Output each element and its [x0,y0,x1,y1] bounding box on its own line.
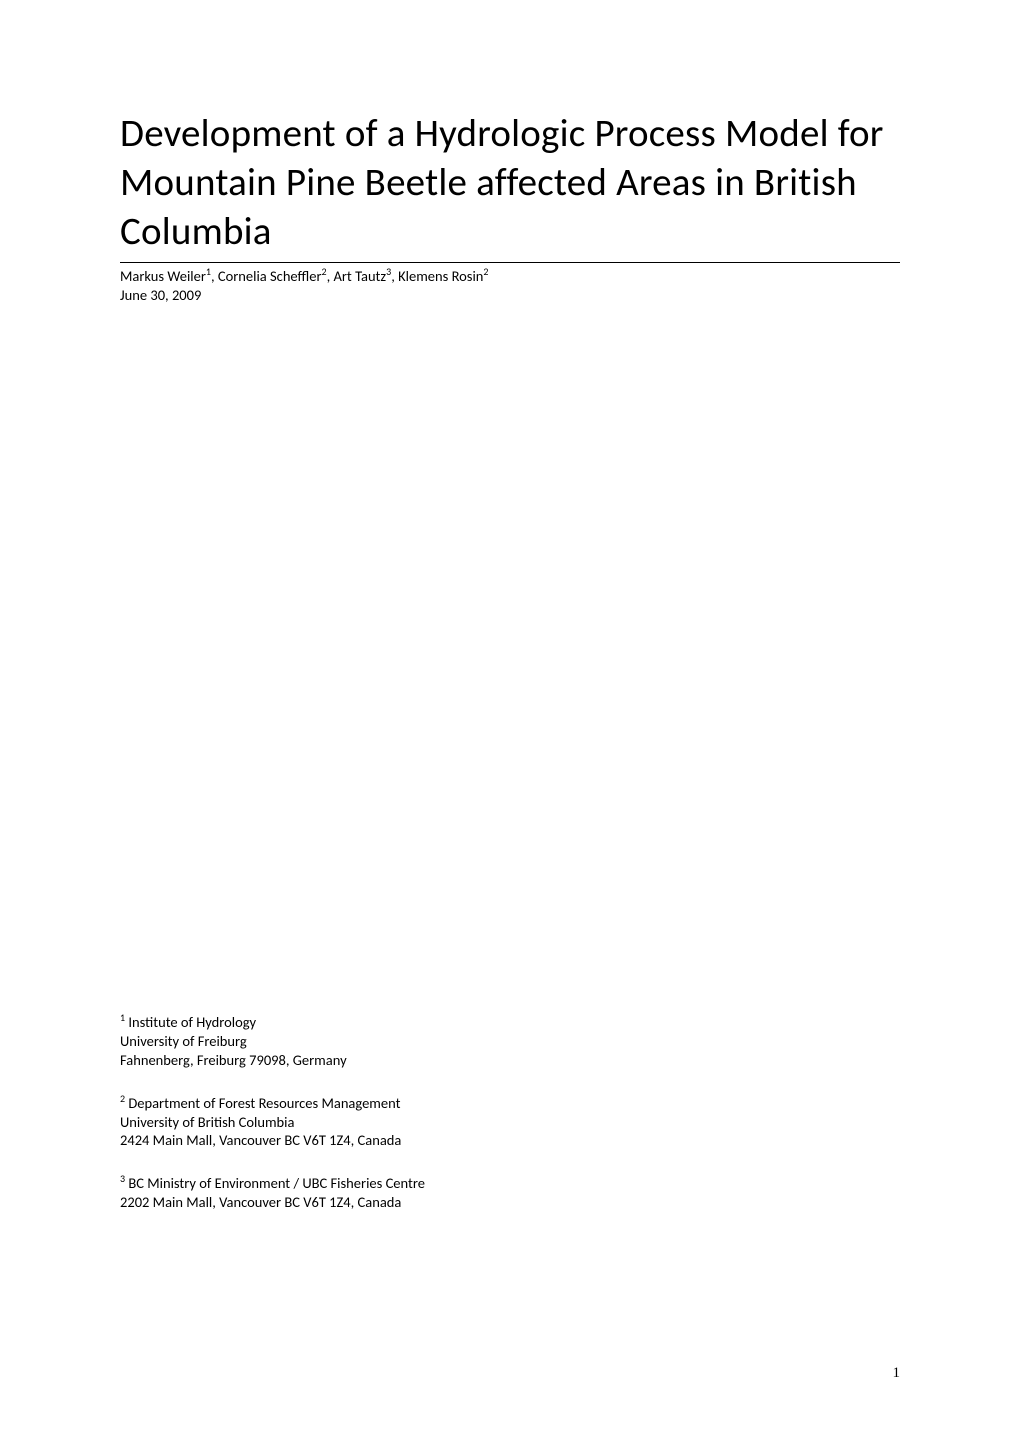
title-line-1: Development of a Hydrologic Process Mode… [120,110,884,157]
document-title: Development of a Hydrologic Process Mode… [120,110,900,256]
authors-line: Markus Weiler1, Cornelia Scheffler2, Art… [120,267,900,286]
author-1-sep: , [211,267,218,285]
title-underline-rule [120,262,900,263]
author-4-name: Klemens Rosin [398,267,483,285]
affiliation-1-sup: 1 [120,1011,125,1024]
affiliation-3-line-1: BC Ministry of Environment / UBC Fisheri… [128,1174,425,1192]
affiliation-2-line-1: Department of Forest Resources Managemen… [128,1094,400,1112]
affiliation-2: 2 Department of Forest Resources Managem… [120,1094,720,1151]
affiliation-2-line-3: 2424 Main Mall, Vancouver BC V6T 1Z4, Ca… [120,1131,401,1149]
affiliation-1: 1 Institute of Hydrology University of F… [120,1013,720,1070]
affiliation-3-sup: 3 [120,1172,125,1185]
author-3-name: Art Tautz [333,267,386,285]
affiliations-block: 1 Institute of Hydrology University of F… [120,1013,720,1212]
title-line-3: Columbia [120,208,272,255]
affiliation-1-line-2: University of Freiburg [120,1032,247,1050]
page: Development of a Hydrologic Process Mode… [0,0,1020,1442]
author-2-name: Cornelia Scheffler [218,267,322,285]
affiliation-3: 3 BC Ministry of Environment / UBC Fishe… [120,1174,720,1212]
affiliation-2-sup: 2 [120,1092,125,1105]
title-line-2: Mountain Pine Beetle affected Areas in B… [120,159,857,206]
page-number: 1 [893,1365,901,1382]
affiliation-1-line-1: Institute of Hydrology [128,1013,256,1031]
affiliation-1-line-3: Fahnenberg, Freiburg 79098, Germany [120,1051,347,1069]
affiliation-3-line-2: 2202 Main Mall, Vancouver BC V6T 1Z4, Ca… [120,1193,401,1211]
author-4-affil-sup: 2 [483,265,488,278]
document-date: June 30, 2009 [120,286,900,304]
author-1-name: Markus Weiler [120,267,206,285]
affiliation-2-line-2: University of British Columbia [120,1113,294,1131]
